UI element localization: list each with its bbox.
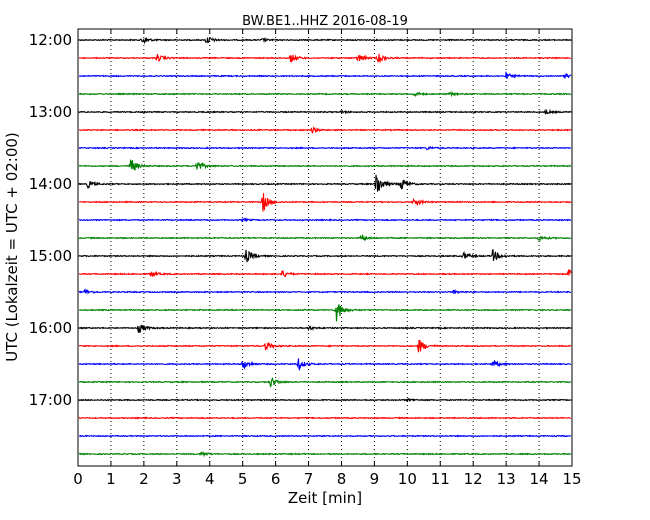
x-tick-label: 12 (464, 470, 483, 488)
y-tick-label: 13:00 (29, 103, 72, 121)
trace-line (78, 53, 572, 64)
x-tick-label: 11 (431, 470, 450, 488)
trace-line (78, 358, 572, 372)
trace-line (78, 450, 572, 458)
trace-line (78, 377, 572, 388)
trace-line (78, 126, 572, 134)
x-axis-title: Zeit [min] (288, 489, 362, 507)
x-tick-label: 3 (172, 470, 182, 488)
y-tick-label: 16:00 (29, 319, 72, 337)
chart-title: BW.BE1..HHZ 2016-08-19 (242, 14, 408, 29)
trace-line (78, 36, 572, 45)
trace-line (78, 70, 572, 80)
x-axis: 0 1 2 3 4 5 6 7 8 9 10 11 12 13 14 15 (73, 29, 582, 488)
x-tick-label: 13 (497, 470, 516, 488)
trace-line (78, 416, 572, 420)
y-axis-title: UTC (Lokalzeit = UTC + 02:00) (3, 132, 21, 362)
x-tick-label: 15 (562, 470, 581, 488)
y-tick-label: 12:00 (29, 31, 72, 49)
trace-line (78, 234, 572, 242)
trace-line (78, 304, 572, 322)
trace-line (78, 268, 572, 278)
x-tick-label: 7 (304, 470, 314, 488)
trace-line (78, 145, 572, 151)
trace-line (78, 217, 572, 223)
trace-line (78, 249, 572, 263)
x-tick-label: 0 (73, 470, 83, 488)
x-tick-label: 4 (205, 470, 215, 488)
grid (110, 29, 540, 466)
traces (78, 36, 572, 458)
plot-frame (77, 28, 573, 467)
trace-line (78, 158, 572, 171)
x-tick-label: 10 (398, 470, 417, 488)
x-tick-label: 2 (139, 470, 149, 488)
y-tick-label: 15:00 (29, 247, 72, 265)
x-tick-label: 5 (238, 470, 248, 488)
y-tick-label: 14:00 (29, 175, 72, 193)
trace-line (78, 324, 572, 333)
trace-line (78, 288, 572, 295)
y-axis: 12:00 13:00 14:00 15:00 16:00 17:00 (29, 31, 572, 409)
x-tick-label: 6 (271, 470, 281, 488)
x-tick-label: 1 (106, 470, 116, 488)
y-tick-label: 17:00 (29, 391, 72, 409)
trace-line (78, 397, 572, 402)
trace-line (78, 339, 572, 353)
trace-line (78, 174, 572, 192)
x-tick-label: 8 (337, 470, 347, 488)
trace-line (78, 108, 572, 115)
trace-line (78, 193, 572, 212)
x-tick-label: 9 (370, 470, 380, 488)
x-tick-label: 14 (530, 470, 549, 488)
trace-line (78, 434, 572, 438)
trace-line (78, 90, 572, 98)
